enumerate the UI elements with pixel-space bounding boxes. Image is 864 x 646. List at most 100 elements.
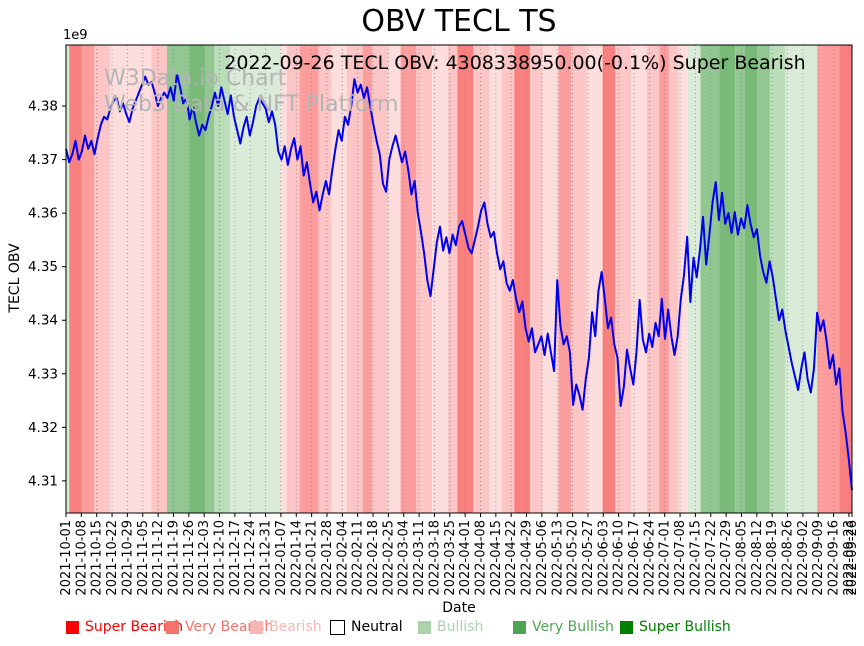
signal-band — [81, 45, 95, 513]
signal-band — [69, 45, 82, 513]
watermark-line2: Web3 Data & NFT Platform — [104, 92, 399, 117]
legend-swatch — [330, 619, 345, 635]
legend-label: Super Bearish — [85, 619, 184, 635]
x-tick-label: 2022-08-12 — [750, 520, 765, 596]
signal-band — [615, 45, 632, 513]
legend-swatch — [66, 620, 79, 634]
x-tick-label: 2021-11-19 — [166, 520, 181, 596]
signal-band — [346, 45, 363, 513]
x-tick-label: 2022-05-06 — [535, 520, 550, 596]
x-tick-label: 2022-07-22 — [704, 520, 719, 596]
signal-band — [687, 45, 701, 513]
signal-band — [514, 45, 531, 513]
legend-label: Super Bullish — [639, 619, 731, 635]
legend-item-bullish: Bullish — [418, 619, 483, 635]
x-tick-label: 2022-02-18 — [366, 520, 381, 596]
signal-band — [558, 45, 572, 513]
signal-band — [817, 45, 840, 513]
x-tick-label: 2022-07-08 — [673, 520, 688, 596]
signal-band — [230, 45, 281, 513]
signal-band — [659, 45, 669, 513]
legend-label: Very Bullish — [532, 619, 614, 635]
x-tick-label: 2022-02-04 — [335, 520, 350, 596]
legend-label: Bullish — [437, 619, 484, 635]
x-tick-label: 2022-03-18 — [427, 520, 442, 596]
legend-swatch — [513, 620, 526, 634]
x-tick-label: 2022-06-10 — [612, 520, 627, 596]
x-tick-label: 2022-06-03 — [596, 520, 611, 596]
x-tick-label: 2022-07-01 — [658, 520, 673, 596]
signal-band — [571, 45, 587, 513]
legend-item-neutral: Neutral — [330, 619, 403, 635]
y-tick-label: 4.34 — [28, 313, 58, 329]
legend-swatch — [166, 620, 179, 634]
y-tick-label: 4.31 — [28, 473, 58, 489]
x-tick-label: 2022-05-13 — [550, 520, 565, 596]
signal-band — [400, 45, 417, 513]
signal-band — [542, 45, 559, 513]
legend: Super Bearish Very Bearish Bearish Neutral B… — [0, 619, 864, 639]
x-tick-label: 2021-11-05 — [136, 520, 151, 596]
x-tick-label: 2022-01-07 — [274, 520, 289, 596]
signal-band — [447, 45, 458, 513]
x-tick-label: 2021-10-22 — [105, 520, 120, 596]
legend-swatch — [418, 620, 431, 634]
signal-band — [110, 45, 152, 513]
signal-band — [189, 45, 205, 513]
x-tick-label: 2022-04-22 — [504, 520, 519, 596]
legend-swatch — [620, 620, 633, 634]
signal-band — [372, 45, 388, 513]
x-tick-label: 2022-09-16 — [827, 520, 842, 596]
signal-band — [331, 45, 347, 513]
chart-subtitle: 2022-09-26 TECL OBV: 4308338950.00(-0.1%… — [224, 52, 806, 74]
y-tick-label: 4.35 — [28, 259, 58, 275]
signal-band — [602, 45, 616, 513]
x-tick-label: 2021-10-01 — [59, 520, 74, 596]
x-tick-label: 2022-04-15 — [489, 520, 504, 596]
y-tick-label: 4.32 — [28, 420, 58, 436]
x-tick-label: 2022-06-24 — [642, 520, 657, 596]
y-tick-label: 4.33 — [28, 366, 58, 382]
signal-band — [646, 45, 660, 513]
x-tick-label: 2022-07-15 — [688, 520, 703, 596]
signal-band — [501, 45, 515, 513]
legend-item-bearish: Bearish — [250, 619, 322, 635]
signal-band — [757, 45, 770, 513]
x-tick-label: 2022-04-29 — [520, 520, 535, 596]
x-tick-label: 2022-02-11 — [351, 520, 366, 596]
x-tick-label: 2021-12-03 — [197, 520, 212, 596]
signal-band — [280, 45, 287, 513]
x-tick-label: 2022-09-02 — [796, 520, 811, 596]
y-tick-label: 4.36 — [28, 206, 58, 222]
signal-band — [769, 45, 786, 513]
x-tick-label: 2022-08-26 — [781, 520, 796, 596]
signal-band — [432, 45, 448, 513]
signal-band — [785, 45, 818, 513]
x-tick-label: 2021-11-26 — [182, 520, 197, 596]
y-axis-offset-label: 1e9 — [63, 28, 88, 43]
x-tick-label: 2022-01-21 — [305, 520, 320, 596]
x-tick-label: 2022-03-04 — [397, 520, 412, 596]
y-tick-label: 4.38 — [28, 99, 58, 115]
x-tick-label: 2022-01-14 — [289, 520, 304, 596]
signal-band — [151, 45, 168, 513]
signal-band — [204, 45, 215, 513]
signal-band — [668, 45, 679, 513]
x-tick-label: 2022-09-26 — [845, 520, 860, 596]
signal-band — [488, 45, 502, 513]
signal-band — [66, 45, 70, 513]
x-tick-label: 2022-04-01 — [458, 520, 473, 596]
signal-band — [362, 45, 373, 513]
x-tick-label: 2021-12-31 — [259, 520, 274, 596]
signal-band — [744, 45, 758, 513]
x-tick-label: 2022-09-09 — [811, 520, 826, 596]
x-tick-label: 2021-11-12 — [151, 520, 166, 596]
x-tick-label: 2021-12-24 — [243, 520, 258, 596]
signal-band — [167, 45, 190, 513]
signal-band — [299, 45, 319, 513]
signal-band — [735, 45, 745, 513]
x-tick-label: 2022-06-17 — [627, 520, 642, 596]
x-tick-label: 2021-10-29 — [120, 520, 135, 596]
y-tick-label: 4.37 — [28, 152, 58, 168]
